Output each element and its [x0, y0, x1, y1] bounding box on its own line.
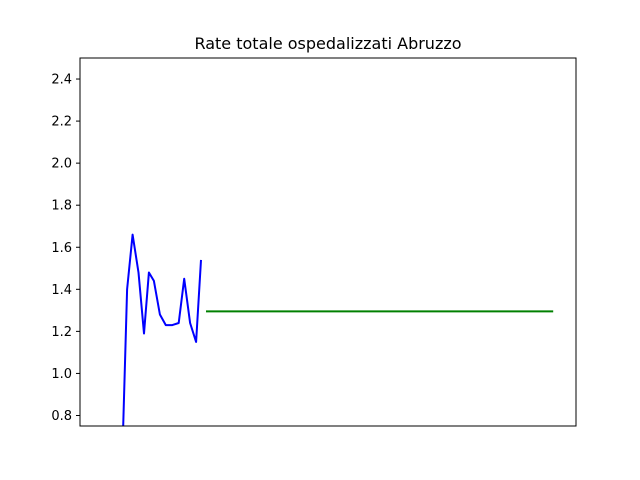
series-line-1	[122, 233, 202, 426]
y-tick-label: 1.8	[51, 199, 72, 214]
axes-frame	[79, 57, 577, 427]
y-tick-label: 1.6	[51, 241, 72, 256]
chart-title: Rate totale ospedalizzati Abruzzo	[194, 34, 461, 53]
y-tick-label: 2.2	[51, 115, 72, 130]
y-tick-label: 1.0	[51, 367, 72, 382]
y-tick-label: 0.8	[51, 409, 72, 424]
y-tick-label: 1.4	[51, 283, 72, 298]
plot-area	[122, 233, 554, 426]
y-axis: 0.8 1.0 1.2 1.4 1.6 1.8 2.0 2.2 2.4	[51, 73, 80, 424]
y-tick-label: 2.0	[51, 157, 72, 172]
y-tick-label: 1.2	[51, 325, 72, 340]
y-tick-label: 2.4	[51, 73, 72, 88]
